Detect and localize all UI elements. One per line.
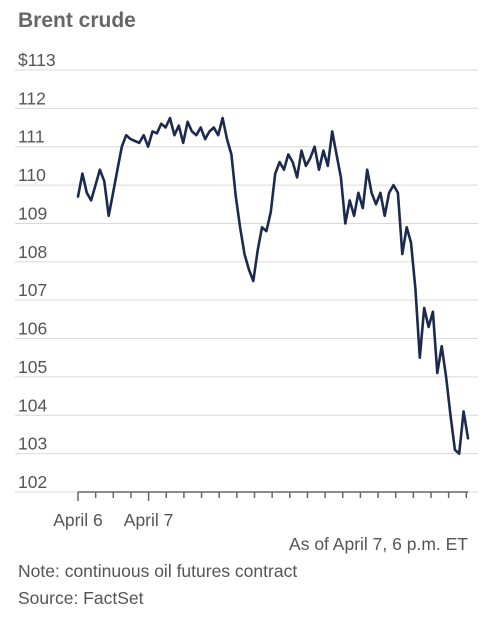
y-tick-label: 104 xyxy=(18,395,47,415)
y-tick-label: 110 xyxy=(18,165,46,185)
line-chart: $113 112 111 110 109 108 107 106 105 104 103 102 Apr… xyxy=(15,50,478,530)
y-tick-label: 105 xyxy=(18,357,47,377)
y-tick-label: 108 xyxy=(18,242,47,262)
y-tick-label: 112 xyxy=(18,88,46,108)
price-line-series xyxy=(76,116,470,455)
chart-title: Brent crude xyxy=(18,9,136,32)
y-tick-label: 103 xyxy=(18,434,47,454)
y-tick-label: 106 xyxy=(18,319,47,339)
y-tick-label: $113 xyxy=(18,50,56,70)
y-tick-label: 102 xyxy=(18,472,47,492)
as-of-timestamp: As of April 7, 6 p.m. ET xyxy=(289,534,468,554)
chart-source: Source: FactSet xyxy=(18,588,144,608)
y-tick-label: 109 xyxy=(18,203,47,223)
y-tick-label: 107 xyxy=(18,280,47,300)
y-tick-label: 111 xyxy=(18,127,45,147)
chart-note: Note: continuous oil futures contract xyxy=(18,561,298,581)
x-tick-label: April 7 xyxy=(124,510,174,530)
x-tick-label: April 6 xyxy=(53,510,103,530)
